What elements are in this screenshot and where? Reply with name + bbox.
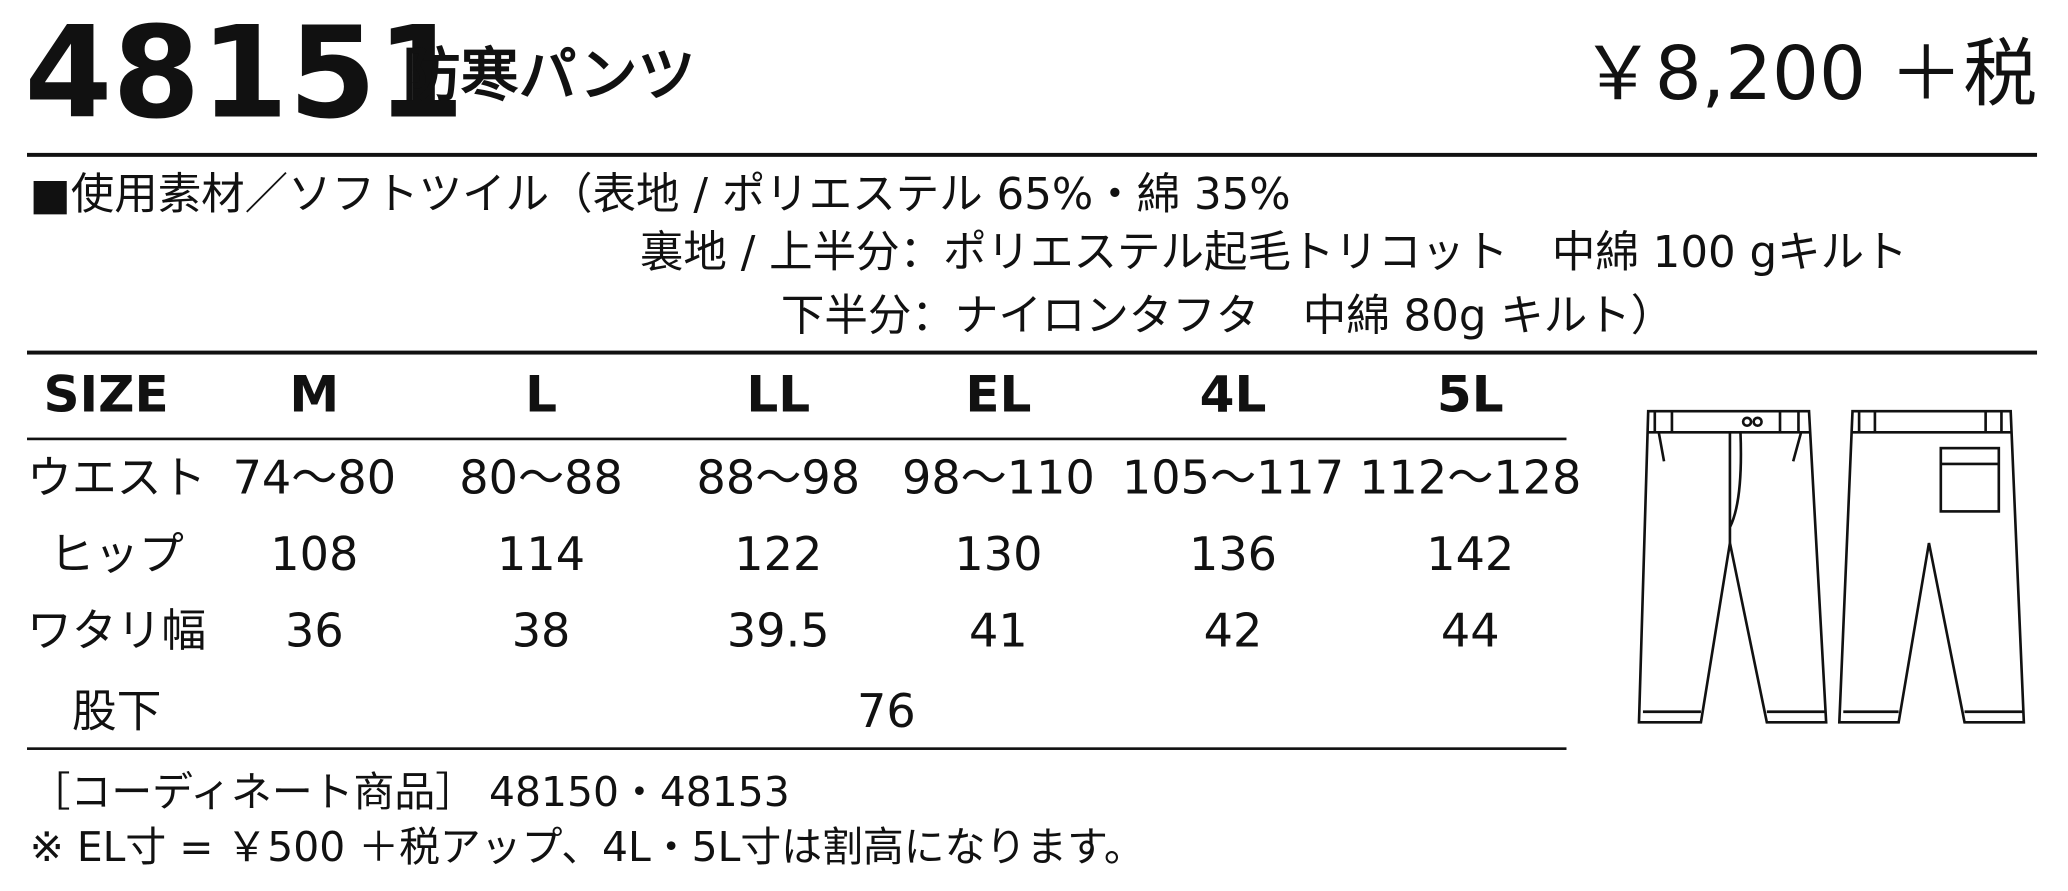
table-header-cell: LL — [746, 366, 810, 424]
table-header-cell: L — [525, 366, 557, 424]
note: ※ EL寸 = ￥500 ＋税アップ、4L・5L寸は割高になります。 — [30, 823, 1145, 871]
table-cell: 74～80 — [233, 451, 397, 505]
table-cell: 76 — [857, 684, 916, 738]
table-cell: 98～110 — [902, 451, 1095, 505]
rule — [27, 350, 2038, 355]
table-cell: 36 — [285, 603, 344, 657]
row-label: 股下 — [72, 684, 162, 737]
table-cell: 122 — [734, 527, 822, 581]
table-cell: 41 — [969, 603, 1028, 657]
rule — [27, 152, 2038, 157]
table-cell: 114 — [497, 527, 585, 581]
material-line: 裏地 / 上半分：ポリエステル起毛トリコット 中綿 100 gキルト — [640, 228, 1908, 278]
material-line: ■使用素材／ソフトツイル（表地 / ポリエステル 65%・綿 35% — [30, 170, 1291, 220]
table-header-cell: EL — [965, 366, 1031, 424]
table-cell: 130 — [954, 527, 1042, 581]
row-label: ヒップ — [49, 528, 184, 581]
table-cell: 38 — [512, 603, 571, 657]
product-code: 48151 — [24, 0, 464, 146]
price: ￥8,200 ＋税 — [1581, 31, 2037, 117]
material-line: 下半分：ナイロンタフタ 中綿 80g キルト） — [781, 291, 1674, 341]
table-cell: 44 — [1441, 603, 1500, 657]
table-cell: 88～98 — [697, 451, 861, 505]
rule — [27, 747, 1567, 750]
table-cell: 39.5 — [727, 603, 830, 657]
table-header-cell: 4L — [1200, 366, 1267, 424]
table-cell: 142 — [1426, 527, 1514, 581]
table-header-cell: 5L — [1437, 366, 1504, 424]
row-label: ウエスト — [27, 451, 206, 504]
table-cell: 42 — [1204, 603, 1263, 657]
table-cell: 105～117 — [1122, 451, 1344, 505]
table-header-cell: M — [289, 366, 339, 424]
table-header-cell: SIZE — [43, 366, 168, 424]
rule — [27, 437, 1567, 441]
note: ［コーディネート商品］ 48150・48153 — [30, 768, 790, 816]
table-cell: 80～88 — [459, 451, 623, 505]
table-cell: 136 — [1189, 527, 1277, 581]
product-name: 防寒パンツ — [403, 41, 696, 109]
table-cell: 108 — [270, 527, 358, 581]
row-label: ワタリ幅 — [27, 604, 206, 657]
pants-illustration — [1637, 409, 2026, 724]
table-cell: 112～128 — [1359, 451, 1581, 505]
